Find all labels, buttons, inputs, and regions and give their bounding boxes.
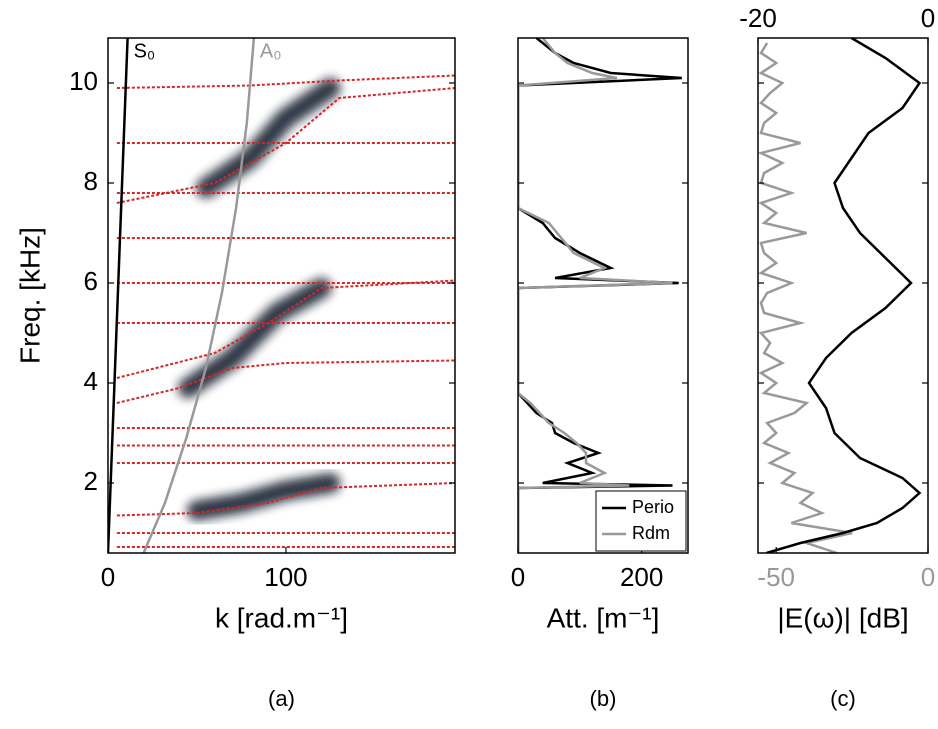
series-line [108,38,129,553]
x-axis-label: |E(ω)| [dB] [777,602,908,633]
density-band [178,278,332,398]
x-tick-label: 200 [620,562,663,592]
y-tick-label: 10 [69,66,98,96]
plot-area [518,38,682,553]
y-tick-label: 4 [84,366,98,396]
series-line [518,38,673,553]
x-tick-label: 0 [101,562,115,592]
legend-label: Perio [632,497,674,517]
plot-area [758,38,922,553]
density-band [187,473,341,521]
panel-label: (a) [268,686,295,711]
axes-frame [757,37,929,554]
density-band [195,78,341,198]
series-line [518,38,682,553]
dispersion-branch [116,359,455,404]
x-tick-label: -50 [757,562,795,592]
x2-tick-label: -20 [739,3,777,33]
dispersion-branch [116,482,455,517]
x-axis-label: Att. [m⁻¹] [547,602,660,633]
y-tick-label: 2 [84,466,98,496]
series-line [758,42,853,553]
axes-frame [107,37,456,554]
y-tick-label: 8 [84,166,98,196]
x-axis-label: k [rad.m⁻¹] [215,602,348,633]
curve-label: S₀ [134,40,156,62]
dispersion-branch [116,279,455,379]
dispersion-branch [116,87,455,204]
plot-area [108,38,455,553]
x-tick-label: 0 [921,562,935,592]
series-line [142,38,256,553]
dispersion-branch [116,74,455,89]
x-tick-label: 100 [264,562,307,592]
x-tick-label: 0 [511,562,525,592]
curve-label: A₀ [260,40,282,62]
legend-label: Rdm [632,523,670,543]
series-line [766,38,922,553]
axes-frame [517,37,689,554]
y-axis-label: Freq. [kHz] [14,227,45,364]
panel-label: (b) [590,686,617,711]
x2-tick-label: 0 [921,3,935,33]
y-tick-label: 6 [84,266,98,296]
legend-box [595,490,687,552]
panel-label: (c) [830,686,856,711]
